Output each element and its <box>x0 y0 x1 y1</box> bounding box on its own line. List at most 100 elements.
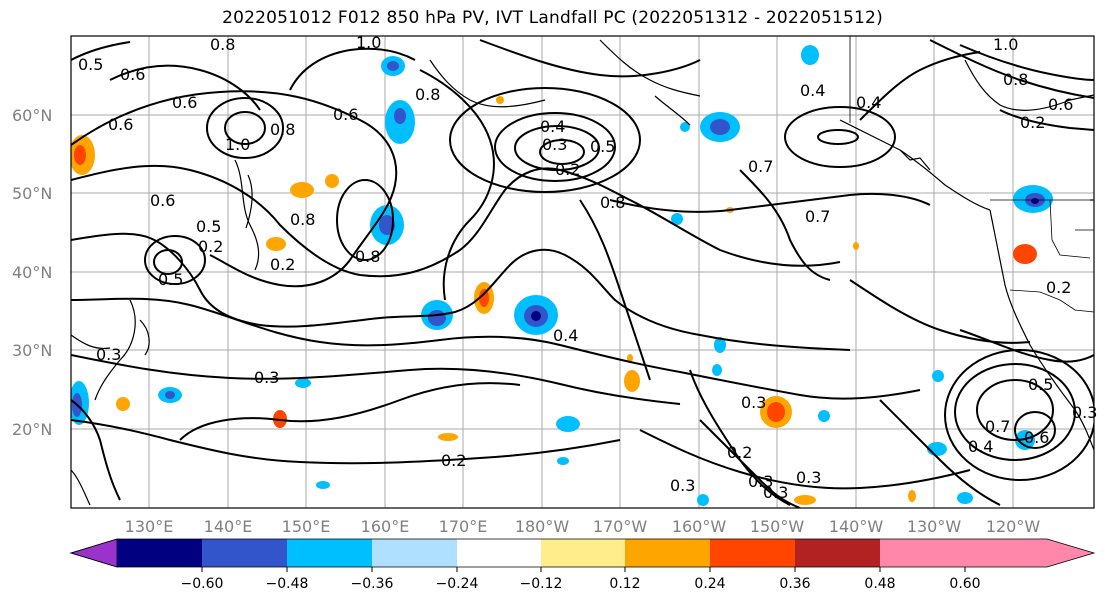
contour-label: 0.5 <box>158 270 183 289</box>
contour-label: 0.3 <box>763 483 788 502</box>
lon-label: 160°E <box>361 517 410 536</box>
colorbar-segment <box>372 539 457 567</box>
colorbar-segment <box>202 539 287 567</box>
negative-anomaly-patch <box>295 378 311 388</box>
contour-label: 0.2 <box>198 237 223 256</box>
positive-anomaly-patch <box>116 397 130 411</box>
negative-anomaly-patch <box>957 492 973 504</box>
negative-anomaly-patch <box>158 387 182 403</box>
contour-label: 0.3 <box>796 468 821 487</box>
colorbar-extend-high <box>965 539 1094 567</box>
contour-label: 0.4 <box>553 326 578 345</box>
contour-label: 0.4 <box>800 81 825 100</box>
contour-label: 0.7 <box>748 157 773 176</box>
colorbar-tick-label: 0.48 <box>864 576 895 592</box>
colorbar-tick-label: −0.48 <box>266 576 309 592</box>
positive-anomaly-patch <box>496 96 504 104</box>
contour-label: 0.2 <box>1046 278 1071 297</box>
lon-label: 170°E <box>439 517 488 536</box>
positive-anomaly-patch <box>474 282 494 314</box>
positive-anomaly-patch <box>290 182 314 198</box>
contour-label: 0.8 <box>210 35 235 54</box>
negative-anomaly-patch <box>514 295 558 335</box>
positive-anomaly-patch <box>760 396 792 428</box>
negative-anomaly-patch <box>801 45 819 65</box>
positive-anomaly-patch <box>325 174 339 188</box>
lon-label: 130°E <box>125 517 174 536</box>
ivt-pc-shading <box>71 45 1053 506</box>
negative-anomaly-patch <box>556 416 580 432</box>
colorbar-segment <box>117 539 202 567</box>
colorbar-segment <box>795 539 880 567</box>
colorbar-segment <box>625 539 710 567</box>
positive-anomaly-patch <box>266 237 286 251</box>
contour-label: 0.6 <box>120 65 145 84</box>
positive-anomaly-patch <box>71 135 95 175</box>
contour-label: 0.8 <box>1003 70 1028 89</box>
negative-anomaly-patch <box>71 381 89 425</box>
positive-anomaly-patch <box>794 495 816 505</box>
lon-label: 120°W <box>986 517 1041 536</box>
contour-label: 0.6 <box>1024 428 1049 447</box>
colorbar-outline <box>69 538 1096 568</box>
negative-anomaly-patch <box>316 481 330 489</box>
lat-label: 40°N <box>12 263 52 282</box>
contour-label: 0.2 <box>270 255 295 274</box>
colorbar-ticks <box>201 567 966 572</box>
negative-anomaly-patch <box>932 370 944 382</box>
colorbar-tick-label: 0.36 <box>779 576 810 592</box>
contour-label: 0.6 <box>172 93 197 112</box>
negative-anomaly-patch <box>1013 185 1053 213</box>
contour-label: 0.2 <box>441 451 466 470</box>
negative-anomaly-patch <box>370 205 404 245</box>
contour-label: 0.5 <box>1028 375 1053 394</box>
contour-label: 0.6 <box>108 115 133 134</box>
colorbar-tick-labels: −0.60 −0.48 −0.36 −0.24 −0.12 0.12 0.24 … <box>181 576 981 592</box>
contour-label: 0.2 <box>727 443 752 462</box>
contour-label: 0.3 <box>670 476 695 495</box>
lon-label: 140°E <box>204 517 253 536</box>
contour-label: 0.7 <box>805 207 830 226</box>
contour-label: 1.0 <box>356 33 381 52</box>
negative-anomaly-patch <box>700 112 740 142</box>
contour-label: 0.2 <box>1020 113 1045 132</box>
colorbar-segment <box>710 539 795 567</box>
colorbar-segment <box>541 539 625 567</box>
contour-label: 1.0 <box>993 35 1018 54</box>
contour-label: 0.6 <box>333 105 358 124</box>
pv-contours <box>71 39 1094 508</box>
negative-anomaly-patch <box>712 364 722 376</box>
positive-anomaly-patch <box>624 370 640 392</box>
colorbar-segment <box>457 539 541 567</box>
lon-label: 130°W <box>907 517 962 536</box>
latitude-labels: 60°N 50°N 40°N 30°N 20°N <box>12 106 52 439</box>
lon-label: 170°W <box>593 517 648 536</box>
negative-anomaly-patch <box>818 410 830 422</box>
contour-label: 0.8 <box>290 210 315 229</box>
contour-label: 0.6 <box>1048 95 1073 114</box>
lat-label: 60°N <box>12 106 52 125</box>
negative-anomaly-patch <box>671 213 683 225</box>
contour-label: 0.5 <box>78 55 103 74</box>
contour-label: 0.6 <box>150 191 175 210</box>
negative-anomaly-patch <box>714 337 726 353</box>
contour-label: 0.5 <box>590 137 615 156</box>
contour-label: 0.5 <box>196 217 221 236</box>
contour-label: 0.4 <box>968 437 993 456</box>
colorbar-tick-label: −0.60 <box>181 576 224 592</box>
contour-label: 0.4 <box>540 117 565 136</box>
contour-label: 0.2 <box>555 160 580 179</box>
contour-label: 0.8 <box>600 193 625 212</box>
contour-label: 0.3 <box>741 393 766 412</box>
contour-label: 0.3 <box>542 135 567 154</box>
coastlines <box>71 39 1094 506</box>
colorbar-tick-label: −0.36 <box>351 576 394 592</box>
lon-label: 140°W <box>829 517 884 536</box>
contour-label: 0.3 <box>1072 403 1097 422</box>
positive-anomaly-patch <box>1013 244 1037 264</box>
lat-label: 50°N <box>12 184 52 203</box>
positive-anomaly-patch <box>438 433 458 441</box>
colorbar-segment <box>287 539 372 567</box>
lon-label: 180°W <box>515 517 570 536</box>
